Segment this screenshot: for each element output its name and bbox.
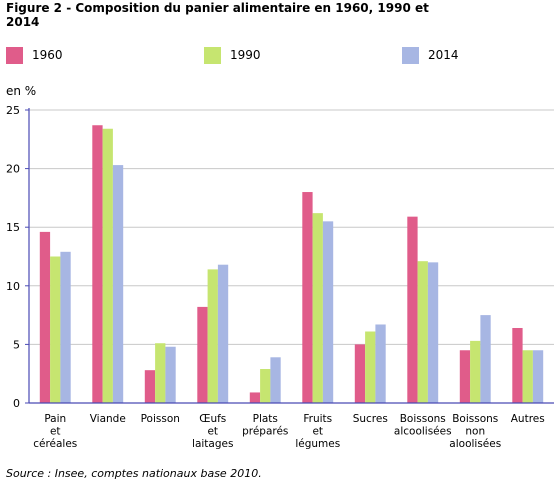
y-tick-label: 15 (6, 221, 20, 234)
bar-1990 (522, 350, 533, 403)
bar-1960 (459, 350, 471, 403)
bar-2014 (322, 221, 334, 403)
x-tick-label: Plats préparés (242, 413, 288, 438)
legend: 1960 1990 2014 (0, 44, 560, 68)
source-note: Source : Insee, comptes nationaux base 2… (6, 467, 262, 480)
bar-1960 (249, 392, 261, 403)
y-tick-label: 20 (6, 163, 20, 176)
legend-label-1960: 1960 (32, 48, 63, 62)
legend-swatch-2014 (402, 47, 419, 64)
bar-2014 (112, 165, 124, 403)
x-tick-label: Pain et céréales (33, 413, 77, 450)
bar-2014 (217, 264, 229, 403)
bar-1960 (512, 327, 523, 403)
legend-swatch-1960 (6, 47, 23, 64)
bar-1990 (155, 343, 166, 403)
bar-1990 (312, 213, 323, 403)
legend-label-2014: 2014 (428, 48, 459, 62)
bar-2014 (165, 346, 176, 403)
bar-1990 (207, 269, 218, 403)
x-tick-label: Poisson (141, 413, 180, 425)
bar-1960 (302, 192, 313, 403)
bar-1960 (197, 306, 208, 403)
bar-1960 (354, 344, 366, 403)
chart-title: Figure 2 - Composition du panier aliment… (6, 1, 429, 29)
y-tick-label: 25 (6, 104, 20, 117)
bar-2014 (60, 251, 71, 403)
bar-2014 (532, 350, 544, 403)
bar-1990 (102, 128, 113, 403)
x-tick-label: Fruits et légumes (295, 413, 340, 450)
x-tick-label: Viande (90, 413, 126, 425)
bar-2014 (270, 357, 281, 403)
x-tick-label: Sucres (353, 413, 388, 425)
y-tick-label: 10 (6, 280, 20, 293)
x-tick-label: Boissons non aloolisées (449, 413, 501, 450)
y-tick-label: 5 (13, 338, 20, 351)
bar-1990 (365, 331, 376, 403)
bar-1990 (470, 340, 481, 403)
bar-1990 (260, 369, 271, 403)
y-tick-label: 0 (13, 397, 20, 410)
x-tick-label: Autres (511, 413, 545, 425)
x-tick-label: Œufs et laitages (192, 413, 233, 450)
x-tick-label: Boissons alcoolisées (394, 413, 452, 438)
bar-2014 (427, 262, 439, 403)
bar-chart: 0 5 10 15 20 25 Pain et céréales Viande Poisson Œuf… (6, 104, 554, 450)
bar-2014 (480, 315, 491, 403)
bar-1960 (407, 216, 418, 403)
bar-1960 (39, 231, 51, 403)
bar-1990 (50, 256, 61, 403)
bar-2014 (375, 324, 386, 403)
bar-1960 (144, 370, 156, 403)
bar-1990 (417, 261, 428, 403)
y-axis-label: en % (6, 84, 37, 98)
legend-label-1990: 1990 (230, 48, 261, 62)
legend-swatch-1990 (204, 47, 221, 64)
bar-1960 (92, 125, 103, 404)
